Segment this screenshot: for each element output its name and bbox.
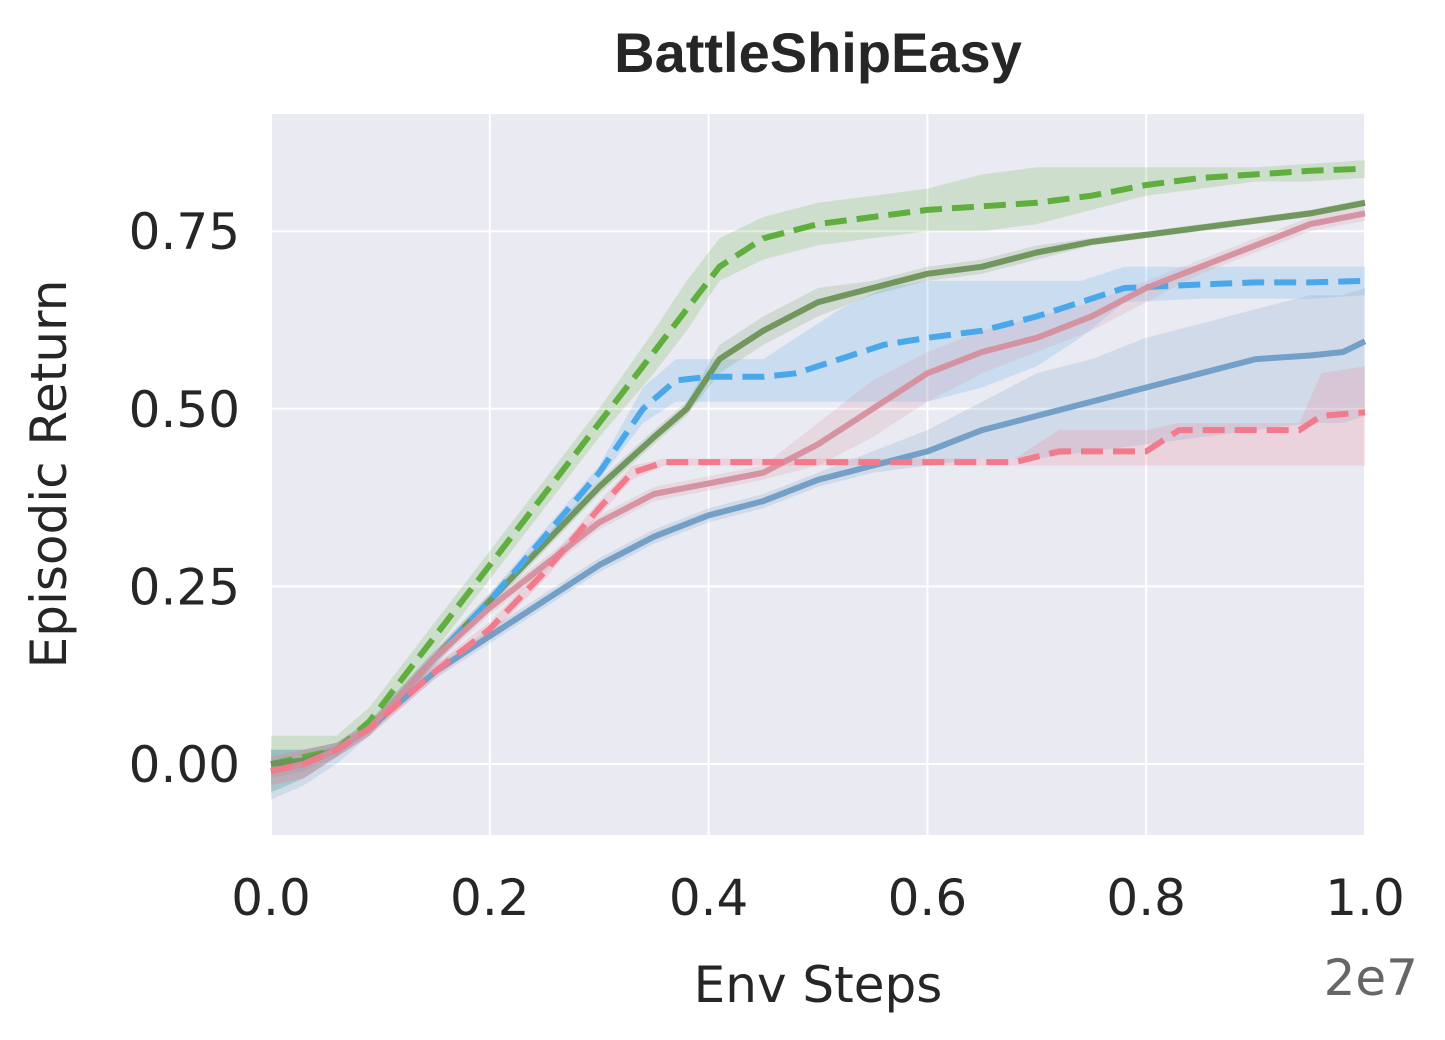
x-tick-label: 0.2 (450, 869, 530, 927)
series-line-1 (270, 165, 1366, 767)
x-tick-labels: 0.0 0.2 0.4 0.6 0.8 1.0 (231, 869, 1405, 927)
confidence-band-4 (271, 288, 1365, 800)
y-tick-label: 0.50 (129, 381, 240, 439)
x-offset-text: 2e7 (1324, 949, 1418, 1007)
confidence-band-3 (271, 266, 1365, 793)
x-tick-label: 0.6 (888, 869, 968, 927)
series-lines (270, 165, 1367, 775)
x-tick-label: 0.4 (669, 869, 749, 927)
chart-title: BattleShipEasy (614, 21, 1022, 84)
plot-area (271, 114, 1365, 835)
y-tick-label: 0.75 (129, 203, 240, 261)
y-tick-label: 0.00 (129, 736, 240, 794)
x-tick-label: 0.0 (231, 869, 311, 927)
x-tick-label: 0.8 (1106, 869, 1186, 927)
x-axis-label: Env Steps (694, 956, 943, 1014)
series-line-6 (270, 409, 1366, 775)
y-tick-label: 0.25 (129, 558, 240, 616)
series-line-5 (270, 210, 1366, 775)
series-line-3 (270, 277, 1366, 775)
y-tick-labels: 0.00 0.25 0.50 0.75 (129, 203, 240, 794)
y-axis-label: Episodic Return (20, 280, 78, 669)
x-tick-label: 1.0 (1325, 869, 1405, 927)
